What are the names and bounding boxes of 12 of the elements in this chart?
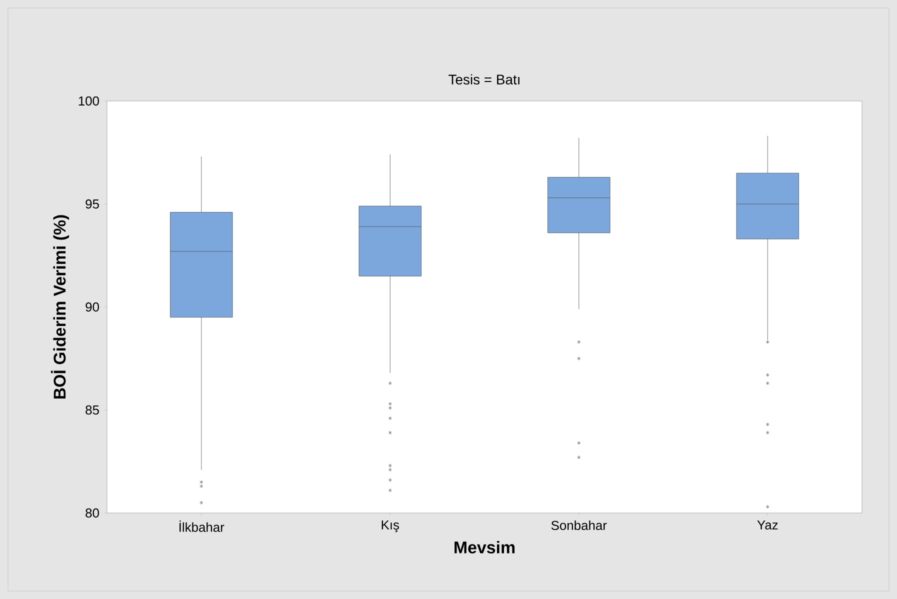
x-axis-title: Mevsim xyxy=(454,541,515,554)
y-tick-label: 100 xyxy=(78,96,99,106)
y-tick-label: 80 xyxy=(86,508,99,518)
y-tick-label: 85 xyxy=(86,405,99,415)
y-tick-label: 90 xyxy=(86,302,99,312)
x-tick-label: İlkbahar xyxy=(180,520,224,532)
chart-title: Tesis = Batı xyxy=(448,74,520,85)
x-tick-label: Kış xyxy=(382,520,400,532)
x-tick-label: Yaz xyxy=(757,520,778,530)
y-tick-label: 95 xyxy=(86,199,99,209)
x-tick-label: Sonbahar xyxy=(551,520,607,530)
y-axis-title: BOİ Giderim Verimi (%) xyxy=(51,215,70,399)
